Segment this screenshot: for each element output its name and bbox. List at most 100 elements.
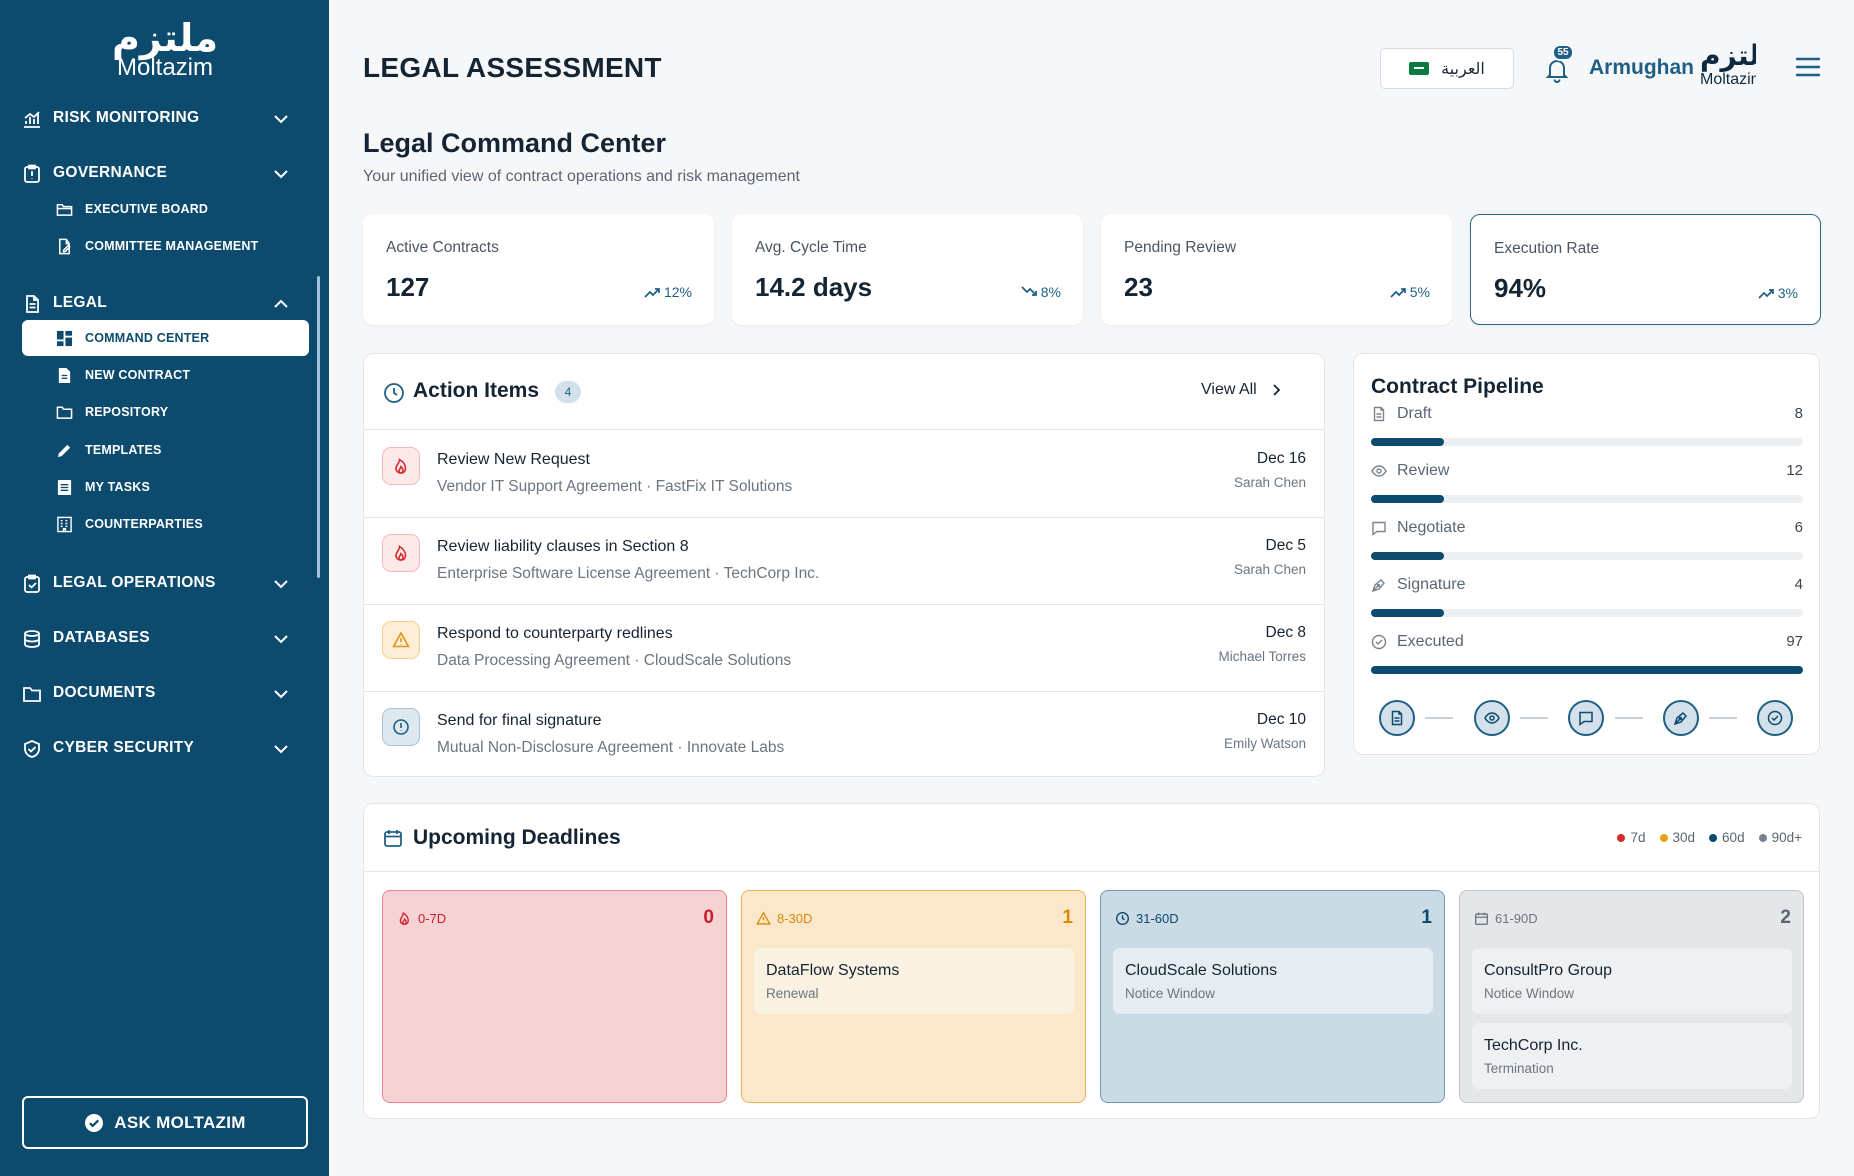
deadline-column-count: 0 <box>703 907 714 928</box>
pipeline-stage-executed[interactable]: Executed 97 <box>1371 632 1803 674</box>
step-executed[interactable] <box>1757 700 1793 736</box>
deadline-column-count: 2 <box>1780 907 1791 928</box>
deadline-column-header: 31-60D <box>1115 911 1179 926</box>
action-item-row[interactable]: Review New Request Vendor IT Support Agr… <box>364 431 1324 518</box>
nav-item-new-contract[interactable]: NEW CONTRACT <box>22 357 309 393</box>
pipeline-stage-count: 97 <box>1786 633 1803 650</box>
trend-up-icon <box>644 288 660 298</box>
chevron-down-icon[interactable] <box>272 110 290 128</box>
step-review[interactable] <box>1474 700 1510 736</box>
nav-section-risk-monitoring[interactable]: RISK MONITORING <box>0 101 329 135</box>
stat-value: 23 <box>1124 272 1153 302</box>
deadline-card[interactable]: DataFlow Systems Renewal <box>754 948 1074 1014</box>
action-item-date: Dec 8 <box>1265 624 1307 641</box>
pipeline-bar-fill <box>1371 609 1445 617</box>
stat-trend-value: 12% <box>663 284 692 300</box>
step-connector <box>1520 717 1548 719</box>
stat-trend: 5% <box>1390 284 1430 300</box>
nav-item-label: COUNTERPARTIES <box>85 517 203 531</box>
stat-trend-value: 8% <box>1040 284 1061 300</box>
folder-open-icon <box>56 204 73 216</box>
deadline-column-header: 61-90D <box>1474 911 1538 926</box>
chevron-down-icon[interactable] <box>272 685 290 703</box>
nav-item-counterparties[interactable]: COUNTERPARTIES <box>22 506 309 542</box>
nav-section-label: DOCUMENTS <box>53 684 156 701</box>
pipeline-bar-track <box>1371 609 1803 617</box>
flame-icon <box>395 458 407 474</box>
pipeline-bar-track <box>1371 666 1803 674</box>
action-item-row[interactable]: Send for final signature Mutual Non-Disc… <box>364 692 1324 779</box>
ask-moltazim-button[interactable]: ASK MOLTAZIM <box>22 1096 308 1149</box>
nav-section-legal-operations[interactable]: LEGAL OPERATIONS <box>0 566 329 600</box>
language-switcher[interactable]: العربية <box>1380 48 1514 89</box>
pipeline-title: Contract Pipeline <box>1371 375 1544 398</box>
nav-item-label: TEMPLATES <box>85 443 162 457</box>
action-item-row[interactable]: Review liability clauses in Section 8 En… <box>364 518 1324 605</box>
warning-icon <box>392 631 410 648</box>
nav-section-documents[interactable]: DOCUMENTS <box>0 676 329 710</box>
deadline-card[interactable]: TechCorp Inc. Termination <box>1472 1023 1792 1089</box>
chevron-down-icon[interactable] <box>272 630 290 648</box>
chevron-down-icon[interactable] <box>272 165 290 183</box>
nav-item-label: MY TASKS <box>85 480 151 494</box>
nav-section-label: DATABASES <box>53 629 150 646</box>
check-circle-icon <box>1371 634 1387 650</box>
stat-card-execution-rate[interactable]: Execution Rate 94% 3% <box>1470 214 1821 325</box>
dashboard-icon <box>56 330 73 347</box>
legend-item: 7d <box>1617 830 1646 845</box>
stat-card-pending-review[interactable]: Pending Review 23 5% <box>1101 214 1452 325</box>
deadlines-title: Upcoming Deadlines <box>413 826 621 849</box>
pipeline-stage-review[interactable]: Review 12 <box>1371 461 1803 503</box>
priority-badge <box>382 447 420 485</box>
page-title: LEGAL ASSESSMENT <box>363 52 662 83</box>
file-icon <box>1373 406 1385 422</box>
stat-value: 94% <box>1494 273 1547 303</box>
step-negotiate[interactable] <box>1568 700 1604 736</box>
saudi-flag-icon <box>1409 62 1430 75</box>
deadline-card-type: Notice Window <box>1125 986 1216 1001</box>
nav-item-my-tasks[interactable]: MY TASKS <box>22 469 309 505</box>
hamburger-menu-icon[interactable] <box>1795 56 1821 78</box>
pipeline-bar-fill <box>1371 666 1803 674</box>
nav-item-executive-board[interactable]: EXECUTIVE BOARD <box>22 191 309 227</box>
action-item-row[interactable]: Respond to counterparty redlines Data Pr… <box>364 605 1324 692</box>
stat-label: Execution Rate <box>1494 240 1600 257</box>
clipboard-check-icon <box>24 574 40 593</box>
stat-label: Active Contracts <box>386 239 499 256</box>
deadline-card[interactable]: ConsultPro Group Notice Window <box>1472 948 1792 1014</box>
sidebar-logo[interactable]: ملتزم Moltazim <box>110 16 220 80</box>
nav-item-committee-management[interactable]: COMMITTEE MANAGEMENT <box>22 228 309 264</box>
nav-section-legal[interactable]: LEGAL <box>0 286 329 320</box>
deadline-column-header: 8-30D <box>756 911 812 926</box>
deadline-card[interactable]: CloudScale Solutions Notice Window <box>1113 948 1433 1014</box>
pipeline-stage-label: Review <box>1397 462 1450 479</box>
nav-section-databases[interactable]: DATABASES <box>0 621 329 655</box>
nav-section-governance[interactable]: GOVERNANCE <box>0 156 329 190</box>
pipeline-stage-signature[interactable]: Signature 4 <box>1371 575 1803 617</box>
user-name[interactable]: Armughan <box>1589 56 1694 79</box>
pipeline-stage-negotiate[interactable]: Negotiate 6 <box>1371 518 1803 560</box>
step-draft[interactable] <box>1379 700 1415 736</box>
nav-section-cyber-security[interactable]: CYBER SECURITY <box>0 731 329 765</box>
legend-label: 90d+ <box>1771 830 1802 845</box>
chevron-down-icon[interactable] <box>272 740 290 758</box>
chevron-up-icon[interactable] <box>272 295 290 313</box>
sidebar-scrollbar[interactable] <box>317 276 320 578</box>
pipeline-stage-draft[interactable]: Draft 8 <box>1371 404 1803 446</box>
stat-card-avg-cycle-time[interactable]: Avg. Cycle Time 14.2 days 8% <box>732 214 1083 325</box>
stat-card-active-contracts[interactable]: Active Contracts 127 12% <box>363 214 714 325</box>
step-signature[interactable] <box>1663 700 1699 736</box>
nav-item-command-center[interactable]: COMMAND CENTER <box>22 320 309 356</box>
bell-icon[interactable] <box>1543 56 1571 84</box>
nav-item-repository[interactable]: REPOSITORY <box>22 394 309 430</box>
pipeline-bar-fill <box>1371 438 1445 446</box>
action-items-header: Action Items 4 View All <box>364 354 1324 430</box>
pipeline-stage-count: 4 <box>1794 576 1803 593</box>
trend-up-icon <box>1758 289 1774 299</box>
deadline-column-label: 31-60D <box>1136 911 1179 926</box>
nav-item-templates[interactable]: TEMPLATES <box>22 432 309 468</box>
chevron-down-icon[interactable] <box>272 575 290 593</box>
nav-item-label: COMMAND CENTER <box>85 331 210 345</box>
deadline-column-count: 1 <box>1421 907 1432 928</box>
view-all-button[interactable]: View All <box>1201 381 1283 399</box>
